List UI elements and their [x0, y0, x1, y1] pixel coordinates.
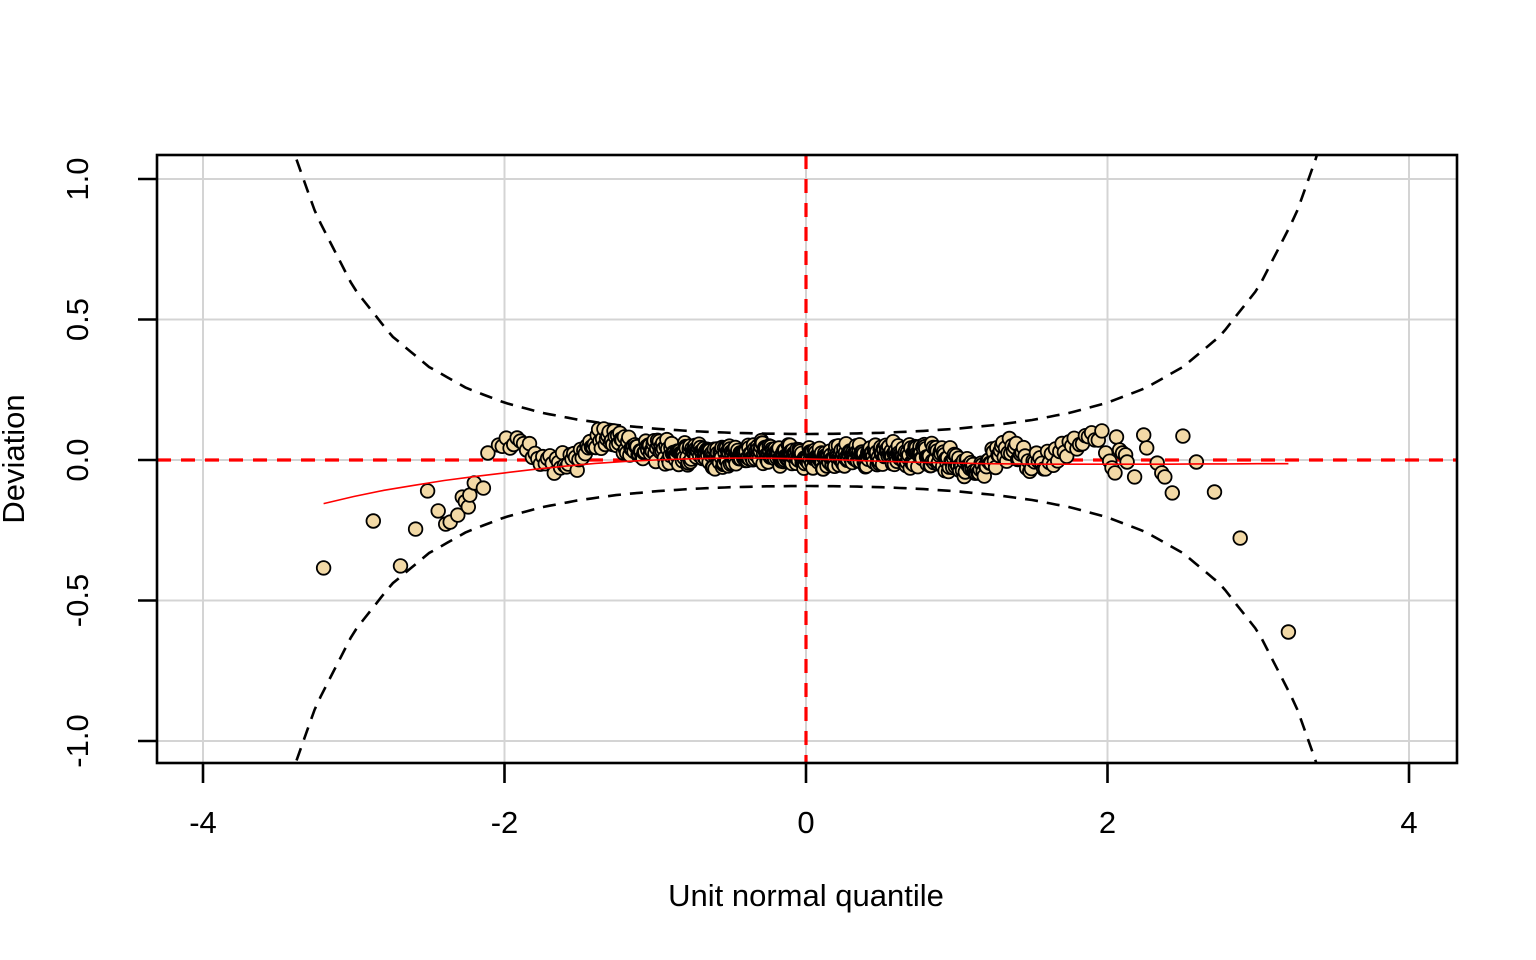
scatter-point: [1188, 454, 1205, 470]
confidence-envelope: [293, 155, 1319, 763]
loess-fit-line: [323, 457, 1289, 505]
axis-ticks: [138, 177, 1411, 783]
scatter-point: [450, 507, 466, 523]
scatter-point: [430, 503, 446, 519]
x-axis-title: Unit normal quantile: [668, 878, 944, 913]
fit-curve: [323, 457, 1289, 505]
y-axis-title: Deviation: [0, 394, 31, 523]
x-tick-label: -2: [491, 805, 519, 840]
envelope-upper: [293, 155, 1319, 436]
scatter-point: [480, 445, 496, 461]
x-tick-label: 0: [797, 805, 814, 840]
scatter-point: [1175, 428, 1191, 444]
y-tick-label: -0.5: [60, 574, 95, 627]
y-tick-label: 0.5: [60, 298, 95, 341]
axis-tick-labels: -4 -2 0 2 4 -1.0 -0.5 0.0 0.5 1.0: [60, 157, 1418, 840]
scatter-point: [1126, 469, 1143, 485]
scatter-point: [1280, 624, 1297, 640]
scatter-point: [1107, 465, 1123, 481]
y-tick-label: -1.0: [60, 714, 95, 767]
scatter-point: [1157, 469, 1173, 485]
scatter-point: [1119, 454, 1135, 470]
scatter-point: [475, 480, 492, 496]
scatter-point: [1164, 485, 1181, 501]
x-tick-label: -4: [189, 805, 217, 840]
scatter-point: [1232, 530, 1248, 546]
scatter-point: [1108, 429, 1125, 445]
scatter-point: [407, 521, 424, 537]
scatter-point: [315, 560, 332, 576]
scatter-point: [392, 558, 409, 574]
x-tick-label: 2: [1099, 805, 1116, 840]
scatter-point: [365, 513, 382, 529]
x-tick-label: 4: [1400, 805, 1417, 840]
scatter-point: [1135, 427, 1152, 443]
envelope-lower: [294, 484, 1318, 763]
scatter-point: [1138, 440, 1155, 456]
scatter-point: [419, 483, 436, 499]
y-tick-label: 1.0: [60, 157, 95, 200]
scatter-point: [1094, 423, 1110, 439]
scatter-point: [1206, 484, 1223, 500]
y-tick-label: 0.0: [60, 438, 95, 481]
